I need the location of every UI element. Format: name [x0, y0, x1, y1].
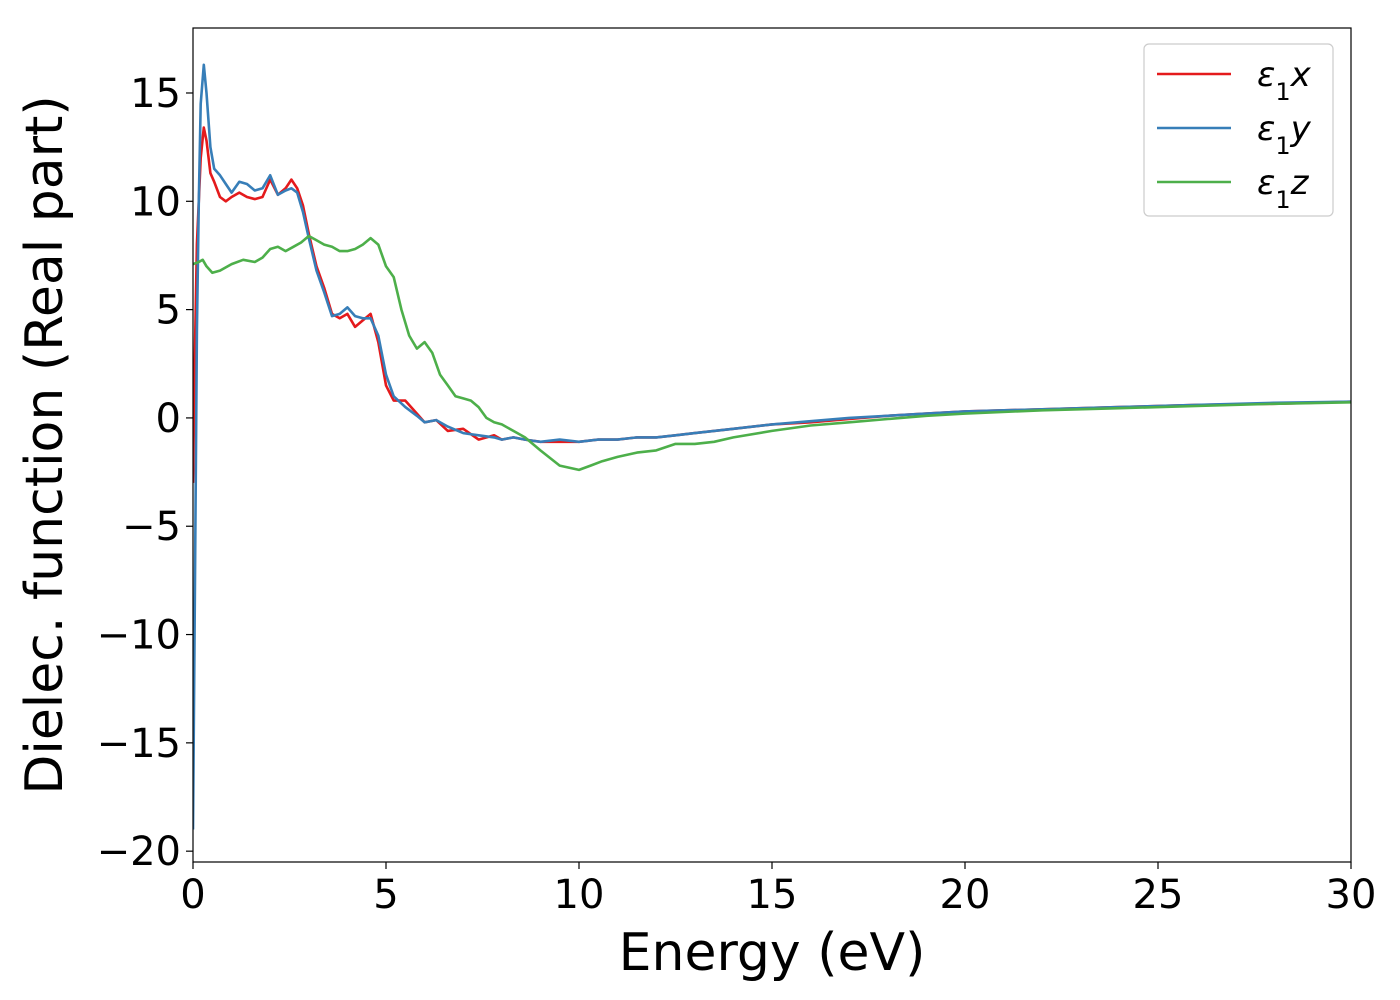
y-tick-label: −10 [97, 613, 181, 659]
series-line-y [193, 63, 1351, 830]
series-line-z [193, 234, 1351, 472]
x-tick-label: 20 [940, 872, 991, 918]
x-tick-label: 5 [373, 872, 398, 918]
y-tick-label: 10 [130, 179, 181, 225]
x-axis: 0 5 10 15 20 25 30 [180, 862, 1376, 918]
legend-label-x: ε1x [1257, 55, 1312, 106]
legend-box [1143, 43, 1334, 217]
x-tick-label: 10 [554, 872, 605, 918]
x-tick-label: 25 [1133, 872, 1184, 918]
series-layer [193, 63, 1351, 830]
y-tick-label: 0 [156, 396, 181, 442]
legend-label-z: ε1z [1257, 163, 1310, 214]
y-tick-label: 5 [156, 288, 181, 334]
y-tick-label: −5 [122, 504, 181, 550]
y-tick-label: −15 [97, 721, 181, 767]
y-axis-label: Dielec. function (Real part) [15, 95, 75, 794]
x-tick-label: 15 [747, 872, 798, 918]
x-tick-label: 30 [1326, 872, 1377, 918]
x-axis-label: Energy (eV) [619, 923, 926, 983]
y-tick-label: −20 [97, 829, 181, 875]
legend-label-y: ε1y [1257, 109, 1312, 160]
x-tick-label: 0 [180, 872, 205, 918]
y-tick-label: 15 [130, 71, 181, 117]
y-axis: −20 −15 −10 −5 0 5 10 15 [97, 71, 193, 875]
